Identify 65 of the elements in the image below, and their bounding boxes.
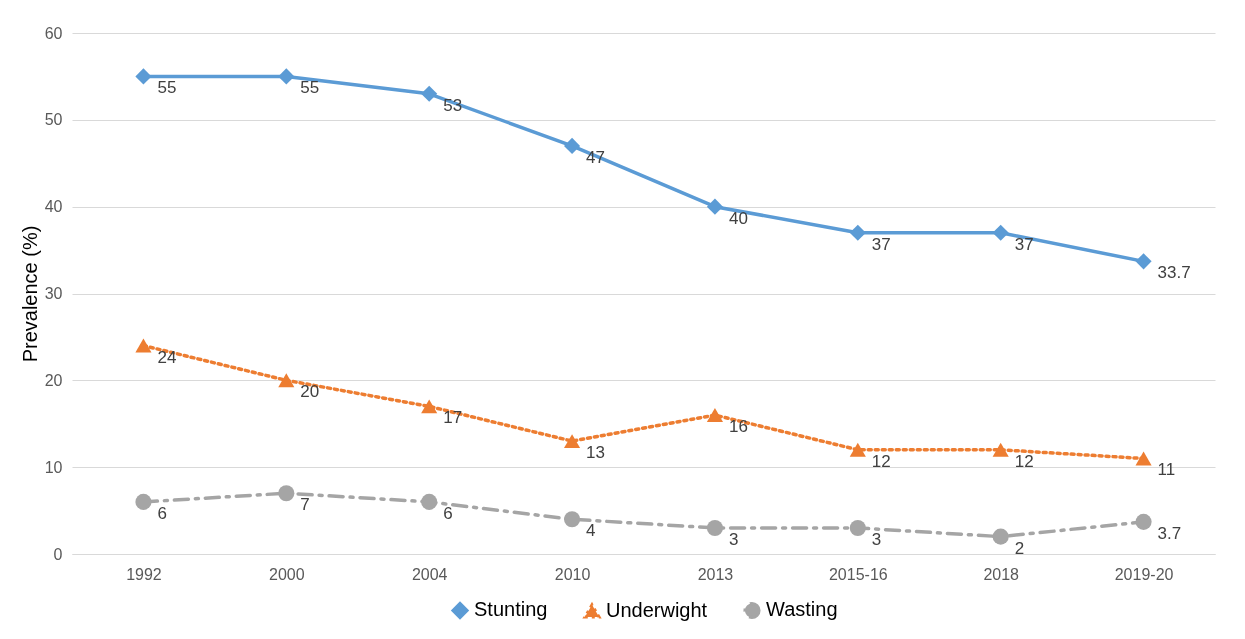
- point: [1135, 513, 1152, 530]
- data-label: 2: [1014, 538, 1025, 558]
- x-tick-label: 2015-16: [828, 565, 888, 583]
- y-tick-label: 40: [44, 198, 63, 216]
- legend-label: Wasting: [766, 598, 838, 621]
- data-label: 6: [443, 503, 453, 523]
- data-label: 20: [300, 382, 320, 402]
- point: [564, 434, 581, 449]
- y-tick-label: 10: [44, 458, 63, 476]
- y-axis-title: Prevalence (%): [18, 225, 41, 363]
- legend-label: Underwight: [606, 598, 708, 621]
- data-label: 16: [728, 417, 748, 437]
- point: [706, 198, 723, 215]
- data-label: 24: [157, 347, 177, 367]
- point: [849, 519, 866, 536]
- point: [278, 373, 295, 388]
- data-label: 3: [871, 529, 882, 549]
- data-label: 40: [728, 208, 748, 228]
- point: [849, 442, 866, 457]
- point: [849, 224, 866, 241]
- y-tick-label: 50: [44, 111, 63, 129]
- y-tick-label: 0: [53, 545, 63, 563]
- point: [135, 338, 152, 353]
- data-label: 13: [586, 443, 605, 463]
- data-label: 12: [871, 451, 891, 471]
- data-label: 3: [728, 529, 739, 549]
- point: [278, 68, 295, 85]
- data-label: 17: [443, 408, 463, 428]
- y-tick-label: 30: [44, 285, 63, 302]
- data-label: 3.7: [1157, 523, 1182, 543]
- data-label: 55: [300, 78, 320, 98]
- data-label: 55: [157, 78, 177, 98]
- data-label: 4: [586, 521, 596, 541]
- point: [992, 528, 1009, 545]
- data-label: 37: [871, 234, 891, 254]
- x-tick-label: 2019-20: [1114, 565, 1174, 583]
- point: [278, 485, 295, 502]
- data-label: 11: [1157, 460, 1176, 480]
- x-tick-label: 1992: [126, 565, 162, 583]
- data-label: 33.7: [1157, 263, 1191, 283]
- point: [135, 493, 152, 510]
- point: [992, 224, 1009, 241]
- point: [706, 519, 723, 536]
- x-tick-label: 2004: [411, 565, 448, 583]
- point: [564, 137, 581, 154]
- y-tick-label: 60: [44, 24, 63, 42]
- x-tick-label: 2010: [554, 565, 591, 583]
- x-tick-label: 2018: [983, 565, 1020, 583]
- data-label: 6: [157, 503, 167, 523]
- point: [1135, 451, 1152, 466]
- data-label: 37: [1014, 234, 1034, 254]
- point: [564, 511, 581, 528]
- point: [135, 68, 152, 85]
- data-label: 7: [300, 495, 310, 515]
- data-label: 12: [1014, 451, 1034, 471]
- point: [992, 442, 1009, 457]
- x-tick-label: 2013: [697, 565, 734, 583]
- point: [706, 408, 723, 423]
- x-tick-label: 2000: [269, 565, 305, 583]
- y-tick-label: 20: [44, 371, 63, 389]
- point: [421, 493, 438, 510]
- point: [1135, 253, 1152, 270]
- legend-label: Stunting: [474, 598, 548, 621]
- point: [421, 399, 438, 414]
- point: [421, 85, 438, 102]
